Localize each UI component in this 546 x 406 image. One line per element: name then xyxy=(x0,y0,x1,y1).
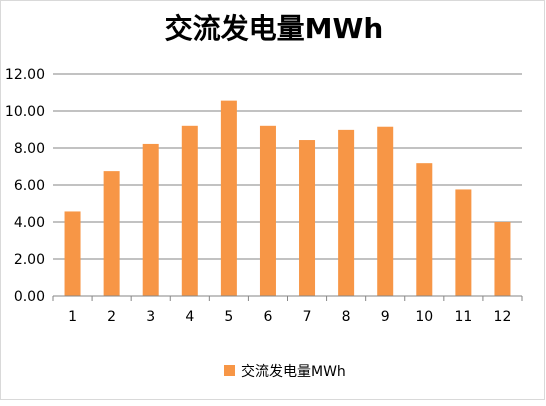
legend-label: 交流发电量MWh xyxy=(241,363,346,380)
y-axis-tick-labels: 0.00 2.00 4.00 6.00 8.00 10.00 12.00 xyxy=(5,67,45,305)
bar xyxy=(220,100,237,296)
bar xyxy=(299,140,316,296)
bar xyxy=(455,189,472,296)
y-tick-label: 2.00 xyxy=(14,252,45,268)
bar xyxy=(142,143,159,296)
legend: 交流发电量MWh xyxy=(224,363,346,380)
y-tick-label: 6.00 xyxy=(14,178,45,194)
x-tick-label: 9 xyxy=(381,309,390,325)
bar xyxy=(416,163,433,296)
y-tick-label: 10.00 xyxy=(5,104,45,120)
bar xyxy=(494,222,511,296)
y-tick-label: 12.00 xyxy=(5,67,45,83)
y-tick-label: 4.00 xyxy=(14,215,45,231)
x-tick-label: 4 xyxy=(185,309,194,325)
x-axis xyxy=(52,295,523,301)
x-tick-label: 12 xyxy=(494,309,512,325)
x-tick-label: 7 xyxy=(303,309,312,325)
x-tick-label: 3 xyxy=(146,309,155,325)
x-tick-label: 5 xyxy=(224,309,233,325)
legend-swatch xyxy=(224,365,235,376)
bar xyxy=(377,126,394,296)
y-tick-label: 0.00 xyxy=(14,289,45,305)
bar xyxy=(103,171,120,296)
x-tick-label: 2 xyxy=(107,309,116,325)
bar xyxy=(259,125,276,296)
x-tick-label: 6 xyxy=(263,309,272,325)
bar xyxy=(338,129,355,296)
chart-title: 交流发电量MWh xyxy=(165,12,384,45)
x-tick-label: 10 xyxy=(415,309,433,325)
y-tick-label: 8.00 xyxy=(14,141,45,157)
bar xyxy=(64,211,81,296)
x-tick-label: 11 xyxy=(454,309,472,325)
bar xyxy=(181,125,198,296)
gridlines xyxy=(53,73,522,297)
x-tick-label: 1 xyxy=(68,309,77,325)
bars xyxy=(64,100,511,296)
x-tick-label: 8 xyxy=(342,309,351,325)
x-axis-tick-labels: 1 2 3 4 5 6 7 8 9 10 11 12 xyxy=(68,309,511,325)
